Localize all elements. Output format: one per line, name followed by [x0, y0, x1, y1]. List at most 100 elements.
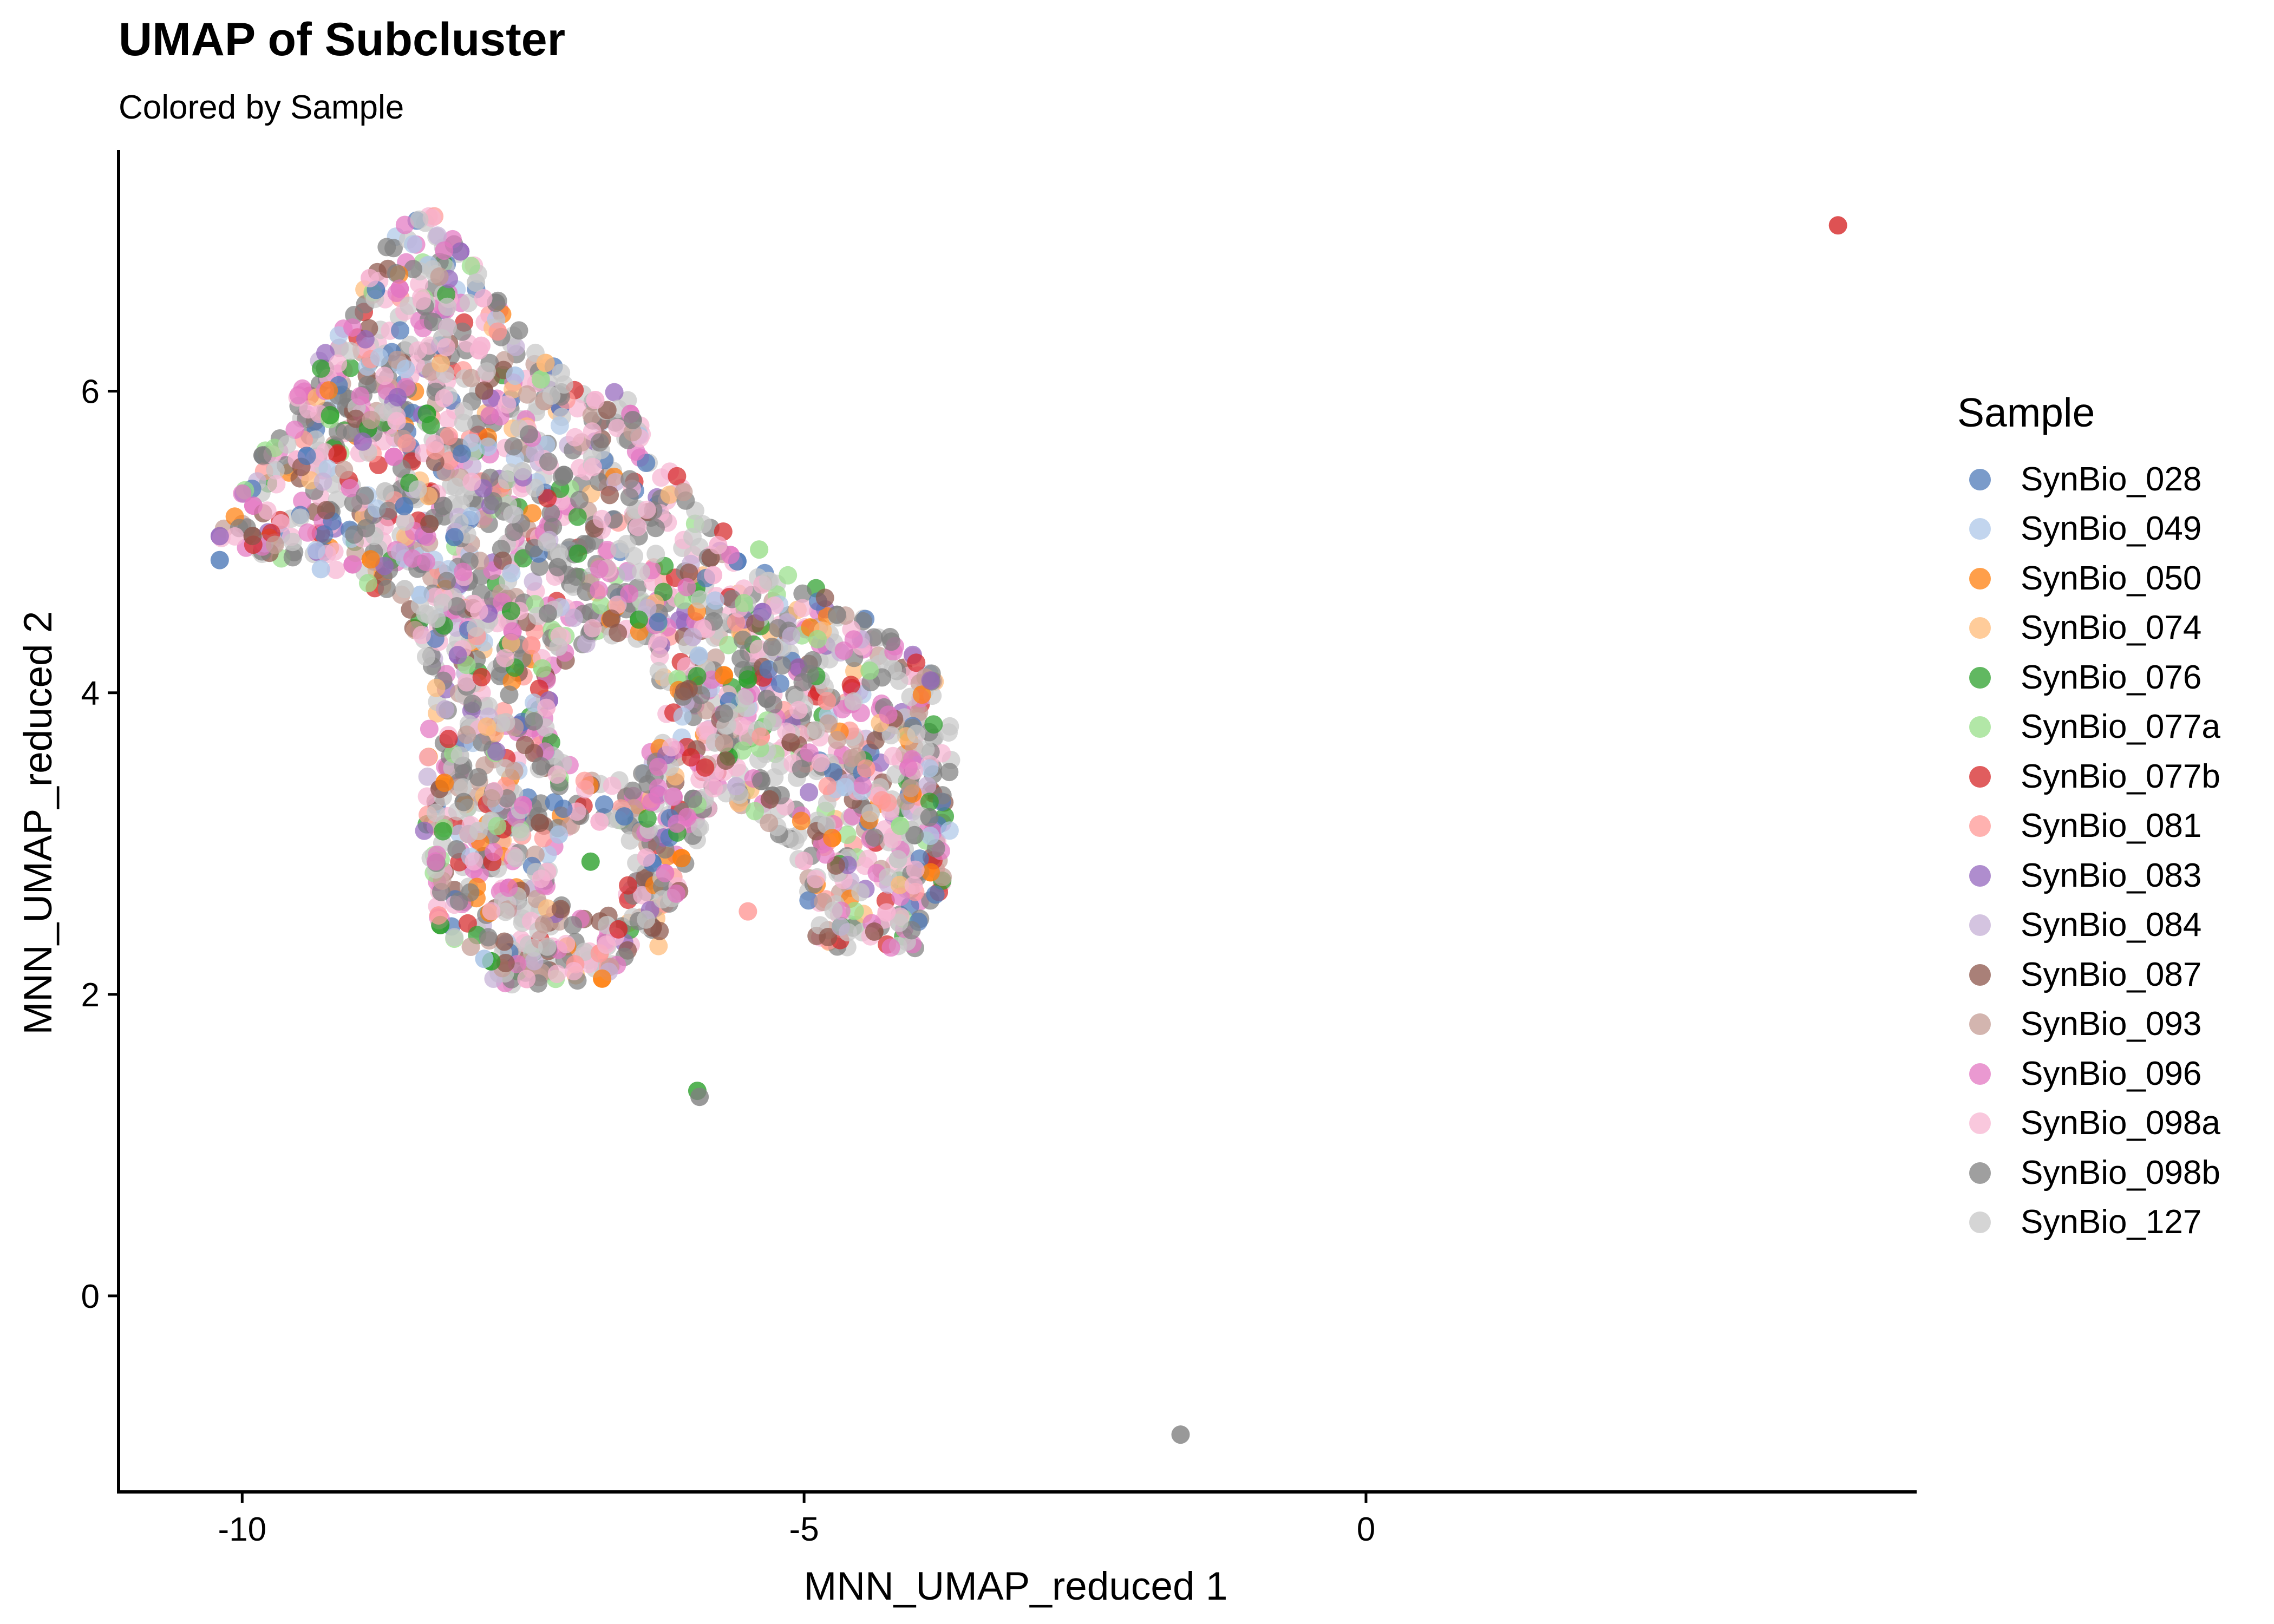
data-point [420, 719, 439, 738]
data-point [426, 852, 445, 871]
data-point [432, 354, 450, 373]
data-point [590, 433, 609, 452]
data-point [377, 238, 396, 257]
data-point [511, 823, 530, 842]
data-point [628, 518, 647, 536]
data-point [782, 626, 801, 645]
data-point [499, 878, 518, 897]
data-point [890, 913, 909, 932]
data-point [428, 226, 447, 245]
data-point [321, 405, 339, 424]
data-point [881, 726, 900, 745]
data-point [793, 584, 812, 603]
data-point [921, 671, 940, 690]
legend-item: SynBio_074 [1957, 604, 2220, 653]
data-point [501, 601, 520, 620]
data-point [454, 562, 473, 581]
data-point [452, 444, 471, 463]
legend-label: SynBio_083 [2021, 856, 2202, 894]
data-point [370, 348, 389, 366]
data-point [461, 938, 480, 956]
data-point [910, 703, 929, 722]
data-point [779, 566, 798, 585]
data-point [828, 731, 847, 750]
legend-item: SynBio_127 [1957, 1198, 2220, 1248]
data-point [435, 774, 454, 792]
data-point [575, 942, 594, 961]
data-point [459, 293, 478, 312]
data-point [916, 740, 935, 759]
data-point [550, 416, 569, 435]
data-point [357, 519, 376, 538]
data-point [451, 242, 470, 261]
data-point [504, 380, 522, 399]
data-point [637, 500, 656, 519]
data-point [615, 807, 634, 826]
data-point [475, 381, 494, 400]
data-point [454, 414, 473, 433]
data-point [439, 730, 458, 748]
data-point [341, 342, 360, 361]
data-point [413, 626, 431, 644]
data-point [496, 902, 515, 921]
data-point [727, 613, 746, 632]
data-point [845, 662, 864, 680]
data-point [437, 572, 456, 591]
data-point [266, 461, 285, 480]
data-point [351, 387, 370, 405]
data-point [534, 915, 553, 934]
data-point [488, 817, 507, 835]
data-point [387, 264, 406, 283]
data-point [519, 425, 538, 444]
data-point [536, 353, 555, 372]
data-point [467, 414, 486, 433]
data-point [773, 656, 792, 675]
legend-key [1969, 914, 1991, 937]
data-point [409, 341, 428, 360]
data-point [632, 562, 651, 581]
data-point [715, 734, 734, 753]
data-point [517, 970, 536, 988]
data-point [808, 630, 827, 649]
data-point [594, 795, 613, 814]
data-point [620, 470, 639, 489]
data-point [907, 724, 926, 743]
data-point [581, 852, 600, 871]
data-point [375, 556, 394, 575]
data-point [815, 588, 834, 607]
data-point [353, 432, 372, 451]
data-point [376, 482, 395, 501]
data-point [419, 748, 437, 767]
data-point [568, 544, 587, 563]
data-point [445, 528, 464, 547]
data-point [794, 852, 813, 870]
data-point [715, 704, 734, 723]
data-point [541, 503, 560, 522]
data-point [438, 297, 457, 316]
data-point [453, 322, 472, 341]
data-point [554, 466, 573, 484]
data-point [538, 604, 557, 623]
data-point [395, 497, 414, 515]
legend-key [1969, 1162, 1991, 1184]
data-point [664, 787, 683, 806]
legend-items: SynBio_028 SynBio_049 SynBio_050 SynBio_074… [1957, 455, 2220, 1247]
data-point [823, 829, 842, 848]
data-point [727, 777, 746, 796]
data-point [418, 767, 437, 786]
legend-item: SynBio_084 [1957, 901, 2220, 951]
data-point [465, 852, 483, 871]
data-point [883, 830, 902, 849]
data-point [426, 803, 445, 822]
legend-item: SynBio_077b [1957, 752, 2220, 802]
data-point [396, 359, 415, 378]
data-point [469, 822, 488, 840]
data-point [760, 790, 779, 809]
data-point [593, 969, 612, 988]
data-point [538, 937, 557, 956]
data-point [757, 689, 776, 708]
data-point [550, 825, 568, 844]
data-point [891, 875, 909, 894]
data-point [526, 479, 544, 497]
data-point [329, 354, 348, 373]
